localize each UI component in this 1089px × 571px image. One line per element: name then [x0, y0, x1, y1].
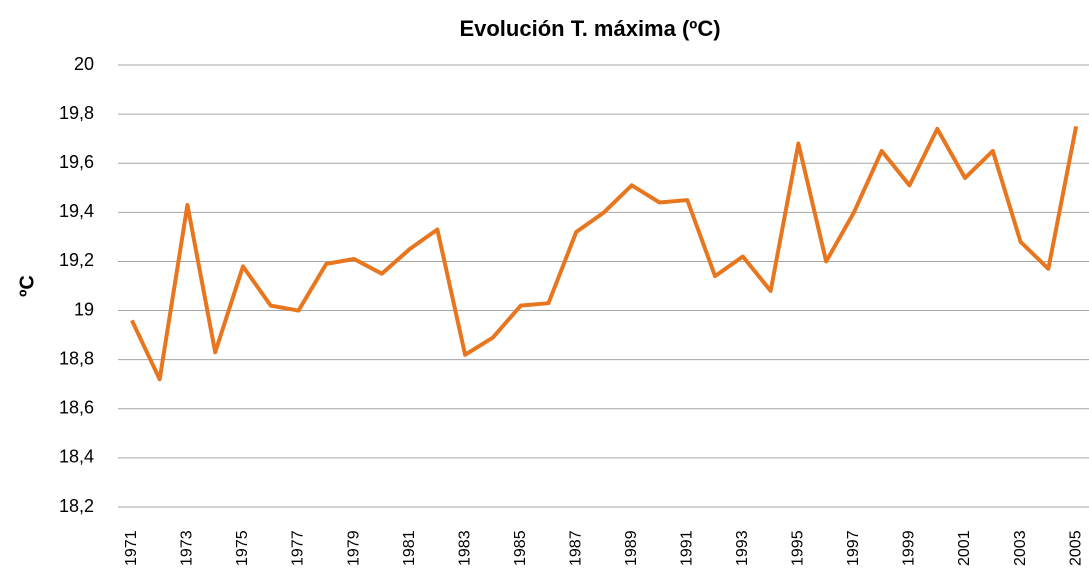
x-tick-label: 1973 [179, 530, 196, 566]
y-tick-label: 18,8 [59, 348, 94, 368]
x-tick-label: 2003 [1012, 530, 1029, 566]
y-tick-label: 20 [74, 54, 94, 74]
y-tick-label: 18,4 [59, 447, 94, 467]
data-line [130, 126, 1079, 382]
y-axis-label: ºC [16, 275, 38, 297]
y-tick-label: 19,2 [59, 250, 94, 270]
x-tick-label: 1991 [679, 530, 696, 566]
x-tick-label: 1989 [623, 530, 640, 566]
y-tick-label: 18,2 [59, 496, 94, 516]
y-tick-label: 19 [74, 299, 94, 319]
x-tick-label: 2005 [1067, 530, 1084, 566]
x-tick-label: 1983 [456, 530, 473, 566]
x-tick-label: 2001 [956, 530, 973, 566]
x-tick-label: 1999 [901, 530, 918, 566]
x-tick-label: 1971 [123, 530, 140, 566]
x-tick-label: 1979 [345, 530, 362, 566]
y-tick-label: 19,4 [59, 201, 94, 221]
chart-title: Evolución T. máxima (ºC) [459, 16, 720, 41]
y-tick-label: 19,8 [59, 103, 94, 123]
y-tick-label: 19,6 [59, 152, 94, 172]
x-tick-label: 1977 [290, 530, 307, 566]
x-tick-label: 1997 [845, 530, 862, 566]
x-tick-label: 1975 [234, 530, 251, 566]
y-tick-label: 18,6 [59, 398, 94, 418]
x-tick-label: 1995 [790, 530, 807, 566]
x-tick-label: 1981 [401, 530, 418, 566]
x-tick-label: 1987 [567, 530, 584, 566]
x-tick-label: 1985 [512, 530, 529, 566]
x-tick-label: 1993 [734, 530, 751, 566]
